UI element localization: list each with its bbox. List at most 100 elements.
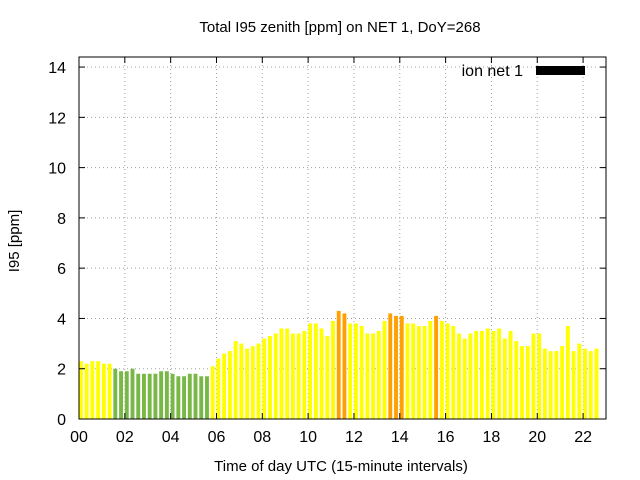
- bar: [90, 361, 95, 419]
- x-tick-label: 20: [528, 429, 546, 446]
- chart-title: Total I95 zenith [ppm] on NET 1, DoY=268: [199, 19, 480, 36]
- bar: [468, 333, 473, 419]
- bar: [245, 348, 250, 419]
- bar: [331, 320, 335, 419]
- bar: [479, 331, 484, 419]
- legend-label: ion net 1: [462, 63, 523, 80]
- bar: [508, 331, 513, 419]
- bar: [394, 315, 398, 419]
- bar: [497, 328, 502, 419]
- bar: [227, 351, 232, 419]
- bar: [119, 371, 123, 419]
- y-tick-label: 8: [57, 211, 66, 228]
- bar: [560, 346, 565, 419]
- bar: [113, 368, 118, 419]
- bar: [273, 333, 278, 419]
- x-tick-labels: 00 02 04 06 08 10 12 14 16 18 20 22: [70, 429, 592, 446]
- y-tick-label: 2: [57, 362, 66, 379]
- bar: [399, 315, 404, 419]
- bar: [199, 376, 204, 419]
- x-axis-title: Time of day UTC (15-minute intervals): [214, 458, 468, 475]
- y-axis-title: I95 [ppm]: [6, 210, 23, 273]
- bar: [457, 333, 461, 419]
- x-tick-label: 14: [391, 429, 409, 446]
- y-tick-label: 4: [57, 311, 66, 328]
- x-tick-label: 16: [437, 429, 455, 446]
- y-tick-label: 14: [48, 60, 66, 77]
- bar: [239, 343, 244, 419]
- axis-ticks: [78, 57, 606, 420]
- plot-frame: [78, 56, 607, 420]
- bar: [376, 331, 381, 419]
- bar: [411, 323, 416, 419]
- bar: [583, 348, 587, 419]
- bar: [205, 376, 209, 419]
- bar: [308, 323, 313, 419]
- y-tick-label: 12: [48, 110, 66, 127]
- bar: [451, 325, 456, 419]
- bar: [159, 371, 164, 419]
- x-tick-label: 00: [70, 429, 88, 446]
- bar: [382, 320, 387, 419]
- bar: [136, 373, 141, 419]
- bar: [416, 325, 421, 419]
- grid-lines: [79, 57, 606, 419]
- legend-swatch: [536, 66, 585, 75]
- bar: [434, 315, 439, 419]
- bar: [193, 373, 198, 419]
- y-tick-label: 10: [48, 161, 66, 178]
- bar: [342, 313, 347, 419]
- bar: [359, 325, 364, 419]
- bar: [548, 351, 553, 419]
- x-tick-label: 06: [208, 429, 226, 446]
- bar: [124, 371, 129, 419]
- bar: [250, 346, 255, 419]
- y-tick-labels: 0 2 4 6 8 10 12 14: [48, 60, 66, 429]
- bars: [79, 310, 599, 419]
- bar: [485, 328, 490, 419]
- bar: [439, 320, 444, 419]
- bar: [422, 325, 427, 419]
- bar: [554, 351, 559, 419]
- bar: [571, 351, 576, 419]
- bar: [428, 320, 433, 419]
- bar: [336, 310, 341, 419]
- bar: [388, 313, 393, 419]
- bar: [445, 323, 450, 419]
- bar: [222, 353, 227, 419]
- bar: [164, 371, 169, 419]
- x-tick-label: 10: [299, 429, 317, 446]
- bar: [233, 341, 238, 419]
- bar: [588, 351, 593, 419]
- bar: [296, 333, 301, 419]
- x-tick-label: 02: [116, 429, 134, 446]
- bar: [182, 376, 187, 419]
- bar: [216, 358, 221, 419]
- bar: [262, 338, 267, 419]
- bar: [268, 336, 272, 419]
- bar: [187, 373, 192, 419]
- bar: [520, 346, 524, 419]
- bar: [153, 373, 158, 419]
- bar: [79, 361, 83, 419]
- bar: [531, 333, 536, 419]
- bar: [130, 368, 135, 419]
- x-tick-label: 22: [574, 429, 592, 446]
- bar: [285, 328, 290, 419]
- y-tick-label: 0: [57, 412, 66, 429]
- bar: [577, 343, 582, 419]
- bar: [594, 348, 599, 419]
- bar: [313, 323, 318, 419]
- y-tick-label: 6: [57, 261, 66, 278]
- bar: [96, 361, 101, 419]
- bar: [279, 328, 284, 419]
- bar: [371, 333, 376, 419]
- x-tick-label: 08: [253, 429, 271, 446]
- legend: ion net 1: [462, 63, 585, 80]
- bar: [101, 363, 106, 419]
- bar: [462, 338, 467, 419]
- bar: [525, 346, 530, 419]
- bar: [491, 331, 496, 419]
- bar: [256, 343, 261, 419]
